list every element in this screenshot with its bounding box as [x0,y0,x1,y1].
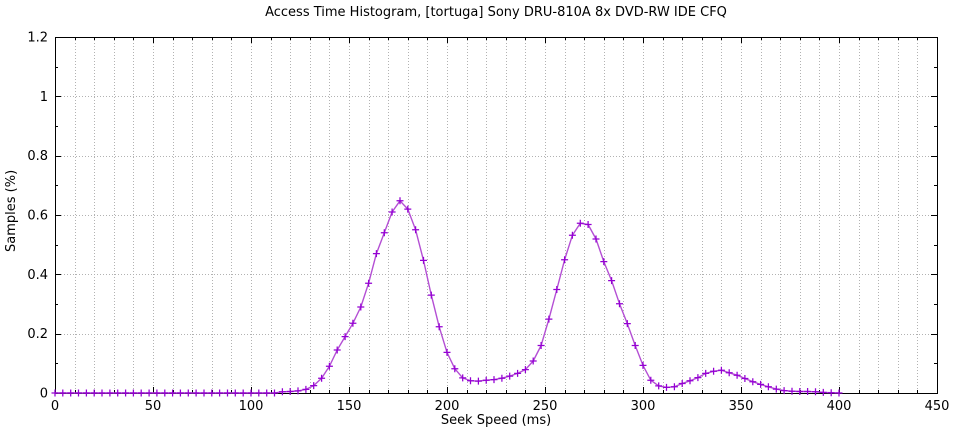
x-tick-label: 200 [435,399,460,414]
x-tick-label: 350 [729,399,754,414]
x-tick-label: 0 [51,399,59,414]
y-tick-label: 1.2 [27,31,48,46]
x-tick-label: 100 [239,399,264,414]
y-tick-label: 0.4 [27,268,48,283]
x-axis-label: Seek Speed (ms) [440,413,552,428]
y-tick-labels: 0 0.2 0.4 0.6 0.8 1 1.2 [27,31,48,402]
x-tick-labels: 0 50 100 150 200 250 300 350 400 450 [51,399,950,414]
x-tick-label: 450 [925,399,950,414]
x-tick-label: 150 [337,399,362,414]
plot-border [55,37,938,394]
y-tick-label: 0.6 [27,209,48,224]
y-tick-label: 0.2 [27,327,48,342]
y-tick-label: 1 [40,90,48,105]
x-tick-label: 400 [827,399,852,414]
x-tick-label: 300 [631,399,656,414]
y-tick-label: 0.8 [27,149,48,164]
grid-lines [55,37,937,393]
data-markers [51,197,843,397]
x-tick-label: 50 [145,399,162,414]
x-tick-label: 250 [533,399,558,414]
y-tick-label: 0 [40,387,48,402]
chart-title: Access Time Histogram, [tortuga] Sony DR… [265,5,727,20]
